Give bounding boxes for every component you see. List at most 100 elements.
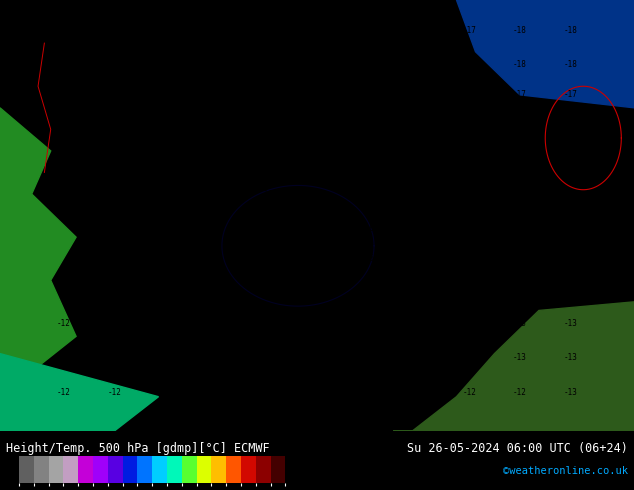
- Text: -16: -16: [107, 25, 121, 35]
- Text: -16: -16: [259, 60, 273, 69]
- Text: -15: -15: [513, 224, 527, 233]
- Text: -16: -16: [411, 125, 425, 134]
- Text: -16: -16: [158, 125, 172, 134]
- Text: -11: -11: [158, 353, 172, 363]
- Text: -11: -11: [209, 388, 223, 397]
- Text: -14: -14: [513, 289, 527, 298]
- Text: -16: -16: [411, 190, 425, 198]
- Text: -17: -17: [462, 125, 476, 134]
- Text: -17: -17: [564, 125, 578, 134]
- Text: -12: -12: [462, 388, 476, 397]
- Text: -17: -17: [361, 25, 375, 35]
- Text: -17: -17: [158, 289, 172, 298]
- Text: -16: -16: [259, 159, 273, 169]
- Text: -16: -16: [107, 190, 121, 198]
- Text: -17: -17: [310, 289, 324, 298]
- Text: -17: -17: [107, 125, 121, 134]
- Text: -16: -16: [259, 25, 273, 35]
- Text: -17: -17: [259, 254, 273, 263]
- Polygon shape: [0, 354, 158, 431]
- Text: -15: -15: [310, 353, 324, 363]
- Text: -15: -15: [158, 159, 172, 169]
- Text: -15: -15: [56, 190, 70, 198]
- Text: -13: -13: [158, 319, 172, 328]
- Text: -13: -13: [564, 319, 578, 328]
- Text: -13: -13: [310, 388, 324, 397]
- Text: -16: -16: [361, 319, 375, 328]
- Text: -16: -16: [259, 90, 273, 99]
- Text: -12: -12: [107, 353, 121, 363]
- Text: -12: -12: [56, 353, 70, 363]
- Text: -17: -17: [56, 125, 70, 134]
- Text: Height/Temp. 500 hPa [gdmp][°C] ECMWF: Height/Temp. 500 hPa [gdmp][°C] ECMWF: [6, 442, 270, 455]
- Text: -16: -16: [361, 60, 375, 69]
- Text: -16: -16: [158, 25, 172, 35]
- Text: -11: -11: [361, 353, 375, 363]
- Polygon shape: [456, 0, 634, 108]
- Text: -16: -16: [209, 224, 223, 233]
- Text: -15: -15: [209, 319, 223, 328]
- Text: -16: -16: [310, 125, 324, 134]
- Text: -17: -17: [462, 25, 476, 35]
- Text: -16: -16: [310, 159, 324, 169]
- Text: -17: -17: [411, 25, 425, 35]
- Text: -16: -16: [259, 190, 273, 198]
- Text: -16: -16: [310, 90, 324, 99]
- Text: 568: 568: [289, 211, 307, 220]
- Text: -16: -16: [411, 159, 425, 169]
- Text: -14: -14: [462, 353, 476, 363]
- Text: -16: -16: [361, 159, 375, 169]
- Text: -16: -16: [310, 190, 324, 198]
- Text: -17: -17: [310, 319, 324, 328]
- Text: -15: -15: [411, 289, 425, 298]
- Text: -15: -15: [462, 190, 476, 198]
- Text: -12: -12: [56, 388, 70, 397]
- Text: -17: -17: [564, 159, 578, 169]
- Text: -16: -16: [361, 289, 375, 298]
- Text: -15: -15: [564, 254, 578, 263]
- Text: -14: -14: [564, 289, 578, 298]
- Text: -17: -17: [56, 90, 70, 99]
- Text: -16: -16: [513, 159, 527, 169]
- Text: -16: -16: [564, 190, 578, 198]
- Text: -16: -16: [310, 224, 324, 233]
- Text: -16: -16: [158, 60, 172, 69]
- Text: -17: -17: [107, 60, 121, 69]
- Text: -16: -16: [259, 319, 273, 328]
- Text: -17: -17: [462, 60, 476, 69]
- Text: -16: -16: [310, 60, 324, 69]
- Text: -15: -15: [564, 224, 578, 233]
- Text: -17: -17: [411, 90, 425, 99]
- Text: -15: -15: [513, 254, 527, 263]
- Text: -18: -18: [564, 60, 578, 69]
- Polygon shape: [0, 108, 76, 367]
- Text: -11: -11: [158, 388, 172, 397]
- Text: -15: -15: [411, 319, 425, 328]
- Text: -16: -16: [56, 159, 70, 169]
- Text: -16: -16: [209, 90, 223, 99]
- Polygon shape: [393, 302, 634, 431]
- Text: -15: -15: [513, 190, 527, 198]
- Text: -18: -18: [513, 60, 527, 69]
- Text: -12: -12: [259, 388, 273, 397]
- Text: -18: -18: [209, 289, 223, 298]
- Text: -18: -18: [564, 25, 578, 35]
- Text: -16: -16: [158, 90, 172, 99]
- Text: -15: -15: [158, 224, 172, 233]
- Text: -16: -16: [259, 125, 273, 134]
- Text: 568: 568: [581, 111, 598, 122]
- Text: -14: -14: [462, 319, 476, 328]
- Text: -15: -15: [462, 289, 476, 298]
- Text: -12: -12: [107, 388, 121, 397]
- Text: -15: -15: [462, 254, 476, 263]
- Text: ©weatheronline.co.uk: ©weatheronline.co.uk: [503, 466, 628, 476]
- Text: -16: -16: [209, 159, 223, 169]
- Text: -16: -16: [462, 159, 476, 169]
- Text: -12: -12: [107, 319, 121, 328]
- Text: -15: -15: [209, 190, 223, 198]
- Text: -17: -17: [310, 254, 324, 263]
- Text: -16: -16: [209, 125, 223, 134]
- Text: -15: -15: [158, 190, 172, 198]
- Text: -14: -14: [107, 254, 121, 263]
- Text: -14: -14: [411, 353, 425, 363]
